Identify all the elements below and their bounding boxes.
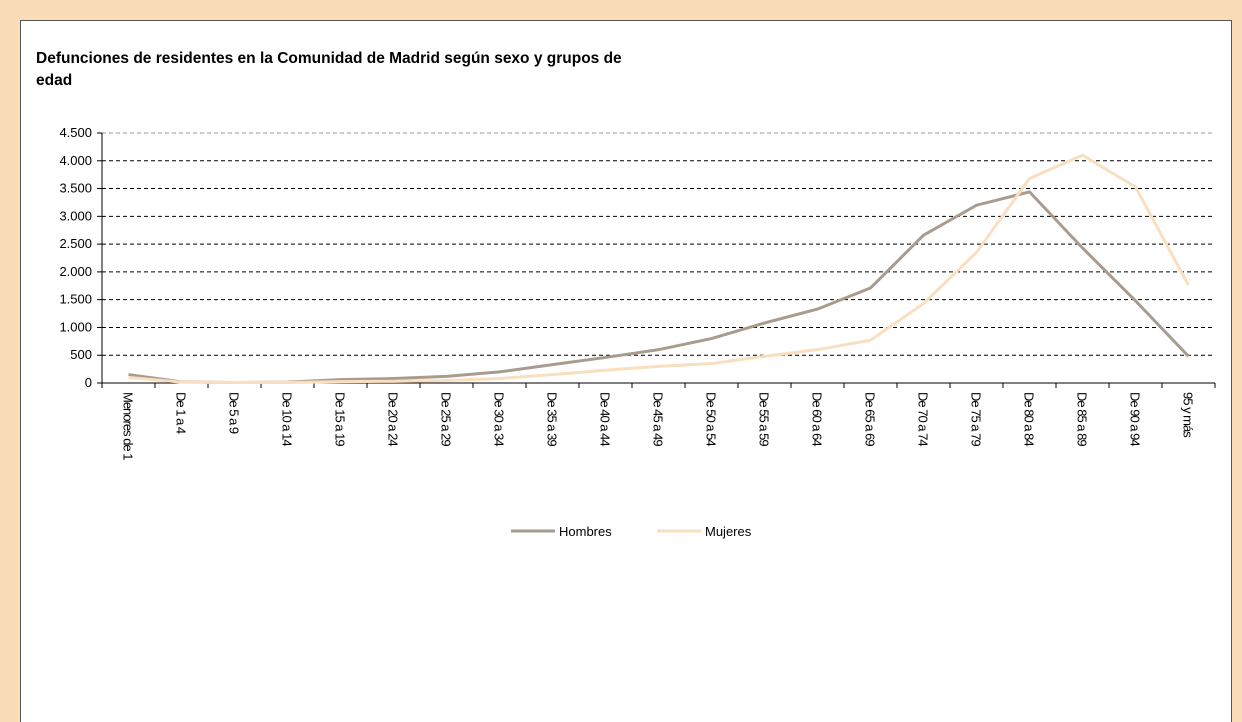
x-tick-label: De 30 a 34	[492, 392, 507, 446]
x-tick-label: De 55 a 59	[757, 392, 772, 446]
x-tick-label: De 50 a 54	[704, 392, 719, 446]
x-tick-label: De 45 a 49	[651, 392, 666, 446]
x-tick-label: De 25 a 29	[439, 392, 454, 446]
legend-label: Hombres	[559, 524, 612, 539]
x-tick-label: De 75 a 79	[969, 392, 984, 446]
x-tick-label: De 5 a 9	[227, 392, 242, 434]
x-tick-label: De 35 a 39	[545, 392, 560, 446]
chart-panel	[20, 20, 1232, 722]
x-tick-label: Menores de 1	[121, 392, 136, 460]
y-tick-label: 500	[70, 347, 92, 362]
x-tick-label: De 80 a 84	[1022, 392, 1037, 446]
x-tick-label: De 20 a 24	[386, 392, 401, 446]
x-tick-label: De 85 a 89	[1075, 392, 1090, 446]
series-line	[128, 153, 1190, 385]
y-tick-label: 1.500	[59, 292, 92, 307]
x-tick-label: De 60 a 64	[810, 392, 825, 446]
x-tick-label: De 70 a 74	[916, 392, 931, 446]
x-tick-label: De 1 a 4	[174, 392, 189, 434]
y-tick-label: 4.500	[59, 125, 92, 140]
y-tick-label: 4.000	[59, 153, 92, 168]
legend-label: Mujeres	[705, 524, 752, 539]
y-tick-label: 2.500	[59, 236, 92, 251]
x-tick-label: De 40 a 44	[598, 392, 613, 446]
y-tick-label: 0	[85, 375, 92, 390]
y-tick-label: 2.000	[59, 264, 92, 279]
x-tick-label: 95 y más	[1181, 392, 1196, 438]
x-tick-label: De 65 a 69	[863, 392, 878, 446]
y-tick-label: 3.000	[59, 208, 92, 223]
y-tick-label: 1.000	[59, 319, 92, 334]
chart-title: edad	[36, 72, 72, 89]
x-tick-label: De 15 a 19	[333, 392, 348, 446]
series-line	[128, 190, 1190, 384]
y-tick-label: 3.500	[59, 181, 92, 196]
chart-title: Defunciones de residentes en la Comunida…	[36, 50, 622, 67]
x-tick-label: De 90 a 94	[1128, 392, 1143, 446]
x-tick-label: De 10 a 14	[280, 392, 295, 446]
